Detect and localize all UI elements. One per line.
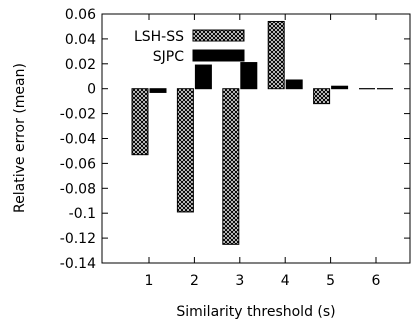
y-tick-label: -0.08 bbox=[60, 181, 96, 197]
legend: LSH-SS SJPC bbox=[134, 29, 245, 65]
bar-sjpc bbox=[194, 64, 212, 90]
x-tick-label: 3 bbox=[235, 273, 244, 289]
y-tick-label: -0.1 bbox=[69, 206, 96, 222]
y-tick-label: 0 bbox=[87, 82, 96, 98]
bar-lsh-ss bbox=[267, 20, 285, 90]
y-tick-label: -0.12 bbox=[60, 231, 96, 247]
y-axis-label: Relative error (mean) bbox=[12, 63, 28, 213]
y-axis-ticks: 0.06 0.04 0.02 0 -0.02 -0.04 -0.06 -0.08 -0.1 -0.… bbox=[60, 7, 410, 272]
x-axis-label: Similarity threshold (s) bbox=[176, 304, 335, 320]
x-tick-label: 5 bbox=[326, 273, 335, 289]
bar-lsh-ss bbox=[176, 88, 194, 213]
bar-sjpc bbox=[149, 88, 167, 93]
x-tick-label: 4 bbox=[281, 273, 290, 289]
legend-label: SJPC bbox=[153, 49, 184, 65]
y-tick-label: -0.06 bbox=[60, 156, 96, 172]
x-axis-ticks: 1 2 3 4 5 6 bbox=[145, 14, 381, 289]
bar-lsh-ss bbox=[313, 88, 331, 105]
y-tick-label: -0.14 bbox=[60, 256, 96, 272]
y-tick-label: -0.04 bbox=[60, 132, 96, 148]
y-tick-label: -0.02 bbox=[60, 107, 96, 123]
x-tick-label: 1 bbox=[145, 273, 154, 289]
y-tick-label: 0.06 bbox=[65, 7, 96, 23]
bar-sjpc bbox=[285, 79, 303, 90]
bar-lsh-ss bbox=[131, 88, 149, 156]
bars bbox=[131, 20, 393, 245]
bar-lsh-ss bbox=[222, 88, 240, 245]
bar-sjpc bbox=[331, 85, 349, 90]
legend-label: LSH-SS bbox=[134, 29, 184, 45]
legend-swatch bbox=[192, 49, 245, 62]
x-tick-label: 2 bbox=[190, 273, 199, 289]
x-tick-label: 6 bbox=[372, 273, 381, 289]
y-tick-label: 0.02 bbox=[65, 57, 96, 73]
bar-sjpc bbox=[240, 62, 258, 90]
y-tick-label: 0.04 bbox=[65, 32, 96, 48]
legend-swatch bbox=[192, 29, 245, 42]
